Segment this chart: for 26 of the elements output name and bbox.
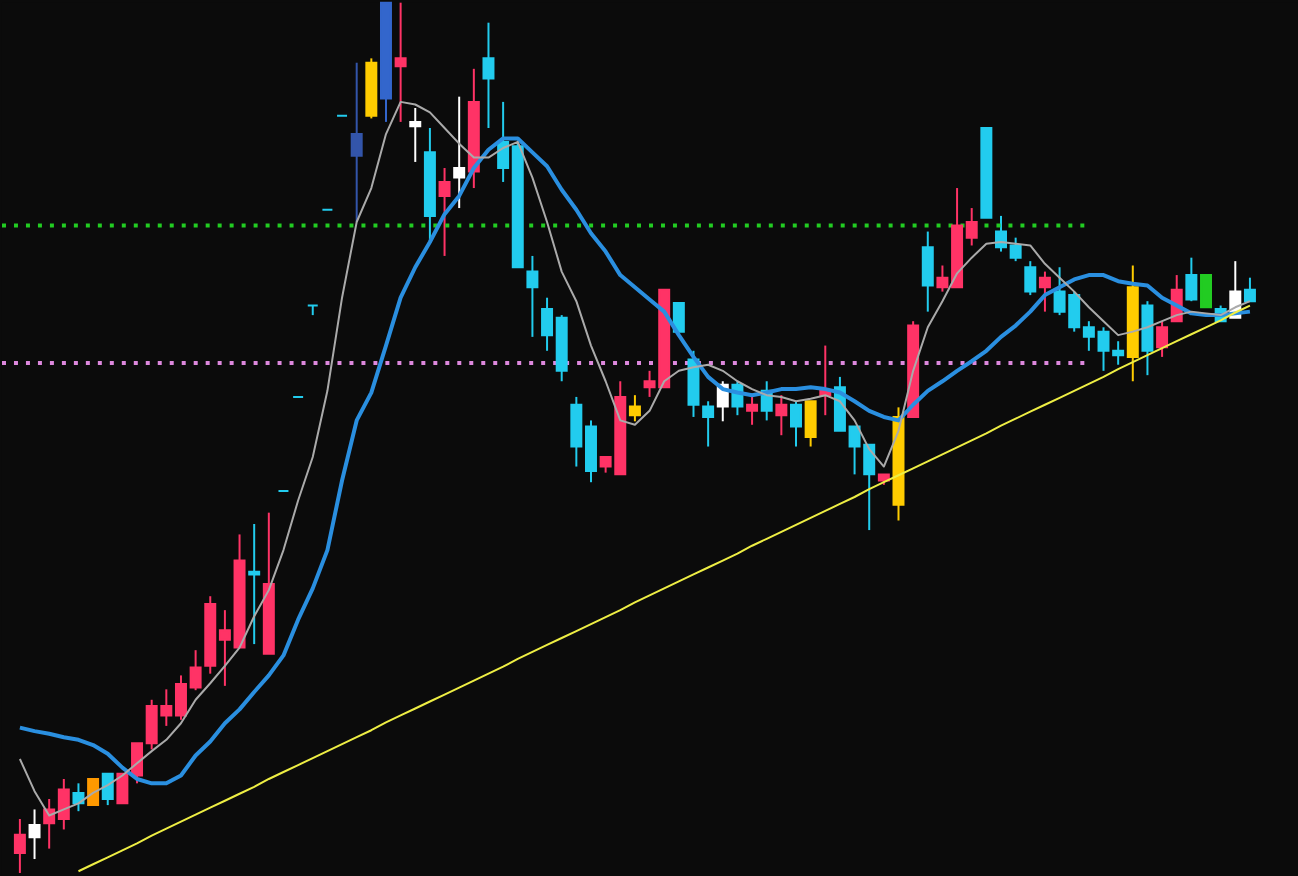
candlestick (526, 254, 539, 338)
candlestick (28, 808, 41, 861)
candlestick (1038, 270, 1051, 313)
candlestick (409, 106, 422, 163)
candlestick (394, 1, 407, 123)
candlestick (1141, 300, 1154, 377)
candlestick (1156, 320, 1169, 358)
candlestick (672, 301, 685, 333)
candlestick (790, 400, 802, 448)
candlestick (628, 394, 641, 423)
candlestick (248, 522, 261, 646)
candlestick (775, 394, 788, 437)
candlestick (1024, 260, 1037, 297)
candlestick (87, 777, 100, 807)
candlestick (482, 21, 495, 129)
candlestick (921, 230, 934, 313)
candlestick (1200, 274, 1212, 309)
candlestick (746, 394, 759, 426)
candlestick (804, 400, 817, 448)
candlestick (116, 772, 129, 805)
candlestick (453, 95, 466, 210)
candlestick (13, 818, 26, 874)
candlestick (438, 167, 451, 257)
candlestick (350, 61, 363, 223)
candlestick (101, 772, 114, 807)
candlestick (1185, 256, 1198, 303)
